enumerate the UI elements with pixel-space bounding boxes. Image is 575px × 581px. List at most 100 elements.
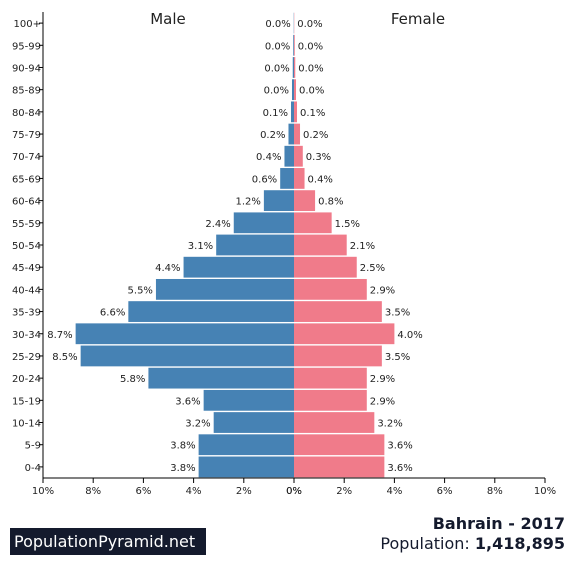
age-group-label: 5-9 [25,441,41,452]
male-bar [263,190,294,212]
age-group-label: 10-14 [12,419,41,430]
male-value-label: 0.6% [252,174,277,185]
age-group-label: 0-4 [25,463,41,474]
age-group-label: 75-79 [12,130,41,141]
population-pyramid-chart: Male Female 100+ 0.0% 0.0% 95-99 0.0% 0.0% 90-94… [12,10,556,497]
male-value-label: 8.7% [47,330,72,341]
x-tick-label: 6% [437,486,453,497]
age-group-label: 95-99 [12,41,41,52]
female-value-label: 0.8% [318,197,343,208]
male-value-label: 6.6% [100,308,125,319]
age-group-label: 90-94 [12,63,41,74]
female-bar [294,101,298,123]
male-bar [155,278,294,300]
age-group-label: 100+ [14,19,41,30]
male-value-label: 4.4% [155,263,180,274]
male-bar [203,389,294,411]
female-bar [294,123,301,145]
x-tick-label: 0% [286,486,302,497]
male-bar [233,212,294,234]
male-value-label: 3.2% [185,419,210,430]
female-bar [294,278,367,300]
age-group-label: 55-59 [12,219,41,230]
x-tick-label: 4% [186,486,202,497]
female-value-label: 3.2% [377,419,402,430]
country-year-title: Bahrain - 2017 [432,514,565,533]
age-group-label: 40-44 [12,285,41,296]
male-bar [292,57,295,78]
male-value-label: 3.8% [170,463,195,474]
male-bar [198,456,294,478]
female-value-label: 2.9% [370,285,395,296]
male-bar [290,101,294,123]
male-bar [293,34,294,56]
female-bar [294,190,316,212]
female-value-label: 2.9% [370,374,395,385]
female-value-label: 0.0% [297,19,322,30]
age-group-label: 85-89 [12,86,41,97]
male-value-label: 5.5% [128,285,153,296]
x-tick-label: 8% [85,486,101,497]
male-bar [128,301,294,322]
female-value-label: 0.2% [303,130,328,141]
age-group-label: 70-74 [12,152,41,163]
male-bar [183,256,294,278]
male-bar [75,323,294,345]
male-value-label: 3.6% [175,396,200,407]
male-value-label: 3.1% [188,241,213,252]
male-value-label: 0.2% [260,130,285,141]
brand-logo[interactable]: PopulationPyramid.net [10,528,206,555]
female-bar [294,345,382,367]
male-value-label: 0.4% [256,152,281,163]
male-bar [216,234,294,256]
age-group-label: 30-34 [12,330,41,341]
population-value: 1,418,895 [474,534,565,553]
x-tick-label: 4% [386,486,402,497]
age-group-label: 60-64 [12,197,41,208]
female-bar [294,34,295,56]
female-bar [294,256,357,278]
female-value-label: 3.5% [385,308,410,319]
female-bar [294,79,297,101]
male-value-label: 3.8% [170,441,195,452]
male-bar [148,367,294,389]
male-bar [80,345,295,367]
male-bar [280,168,294,189]
male-value-label: 2.4% [205,219,230,230]
female-bar [294,434,385,456]
female-value-label: 0.3% [306,152,331,163]
female-value-label: 3.5% [385,352,410,363]
female-title: Female [391,10,445,28]
male-value-label: 8.5% [52,352,77,363]
female-bar [294,367,367,389]
x-tick-label: 10% [32,486,54,497]
male-bar [284,145,294,167]
female-bar [294,323,395,345]
male-bar [198,434,294,456]
female-value-label: 2.9% [370,396,395,407]
x-tick-label: 8% [487,486,503,497]
age-group-label: 45-49 [12,263,41,274]
x-tick-label: 0% [286,486,302,497]
female-bar [294,389,367,411]
male-value-label: 0.0% [265,41,290,52]
age-group-label: 50-54 [12,241,41,252]
female-value-label: 4.0% [397,330,422,341]
age-group-label: 20-24 [12,374,41,385]
male-title: Male [150,10,186,28]
age-group-label: 65-69 [12,174,41,185]
male-value-label: 0.0% [265,19,290,30]
female-value-label: 0.0% [299,86,324,97]
female-value-label: 0.4% [308,174,333,185]
male-value-label: 0.0% [264,86,289,97]
male-value-label: 0.0% [264,63,289,74]
x-tick-label: 6% [135,486,151,497]
female-value-label: 2.1% [350,241,375,252]
female-bar [294,456,385,478]
female-bar [294,234,347,256]
age-group-label: 25-29 [12,352,41,363]
female-bar [294,301,382,322]
age-group-label: 80-84 [12,108,41,119]
population-line: Population: 1,418,895 [380,534,565,553]
male-value-label: 1.2% [235,197,260,208]
